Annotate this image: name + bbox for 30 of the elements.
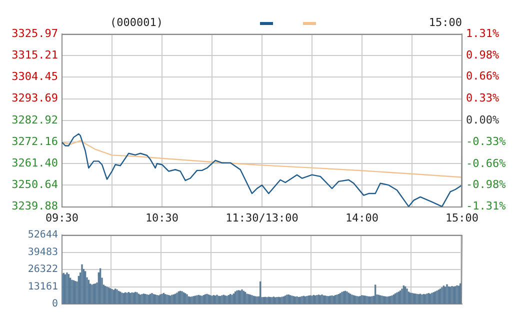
y-tick-label: 0 [52, 298, 58, 310]
y-tick-label: 39483 [28, 246, 58, 258]
x-tick-label: 15:00 [445, 211, 479, 224]
x-tick-label: 11:30/13:00 [226, 211, 298, 224]
y-tick-label: 3250.64 [12, 178, 58, 192]
y-tick-label: 52644 [28, 230, 58, 241]
y-tick-label: 3315.21 [12, 48, 58, 62]
y2-tick-label: 0.33% [466, 91, 500, 104]
y-tick-label: 3239.88 [12, 200, 58, 213]
x-tick-label: 10:30 [145, 211, 179, 224]
y-tick-label: 3261.40 [12, 156, 58, 170]
y-tick-label: 3272.16 [12, 134, 58, 148]
x-tick-label: 14:00 [345, 211, 379, 224]
y2-tick-label: -1.31% [466, 200, 506, 213]
y2-tick-label: 0.98% [466, 48, 500, 62]
y-tick-label: 3293.69 [12, 92, 58, 105]
y-tick-label: 26322 [28, 264, 58, 276]
y2-tick-label: -0.98% [466, 178, 506, 191]
y-tick-label: 13161 [28, 281, 58, 292]
y-tick-label: 3304.45 [12, 70, 58, 84]
chart-title: (000001) [110, 16, 163, 29]
x-tick-label: 09:30 [45, 211, 79, 224]
y-tick-label: 3325.97 [12, 26, 58, 40]
y2-tick-label: 0.66% [466, 70, 500, 83]
y-tick-label: 3282.92 [12, 113, 58, 126]
y2-tick-label: -0.33% [466, 135, 506, 148]
y2-tick-label: 0.00% [466, 113, 500, 126]
text: 15:00 [428, 16, 462, 29]
y2-tick-label: -0.66% [466, 156, 506, 170]
y2-tick-label: 1.31% [466, 26, 500, 40]
